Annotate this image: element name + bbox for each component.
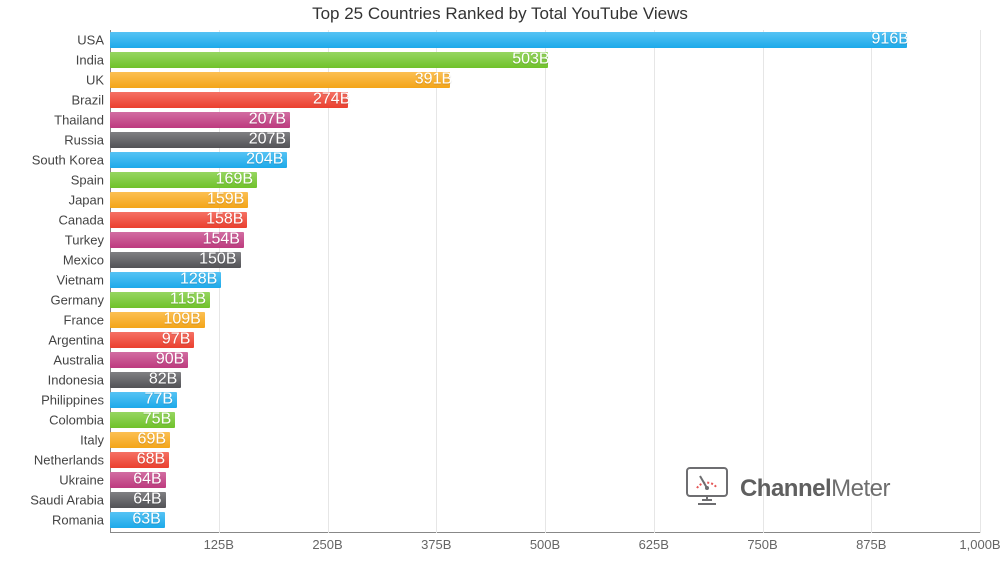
chart-container: Top 25 Countries Ranked by Total YouTube… <box>0 0 1000 563</box>
bar-value-label: 159B <box>207 191 244 209</box>
y-axis-label: Argentina <box>48 333 110 348</box>
bar-value-label: 150B <box>199 251 236 269</box>
bar-row: Spain169B <box>110 172 980 188</box>
x-tick-label: 125B <box>204 537 234 552</box>
bar-value-label: 90B <box>156 351 184 369</box>
bar-value-label: 63B <box>132 511 160 529</box>
bar-row: France109B <box>110 312 980 328</box>
bar-value-label: 64B <box>133 491 161 509</box>
bar-row: Ukraine64B <box>110 472 980 488</box>
chart-title: Top 25 Countries Ranked by Total YouTube… <box>0 4 1000 24</box>
bar-row: Turkey154B <box>110 232 980 248</box>
gridline <box>980 30 981 533</box>
bar-value-label: 154B <box>203 231 240 249</box>
bar-row: Brazil274B <box>110 92 980 108</box>
y-axis-label: Netherlands <box>34 453 110 468</box>
x-tick-label: 625B <box>639 537 669 552</box>
bar-row: Romania63B <box>110 512 980 528</box>
bar-value-label: 64B <box>133 471 161 489</box>
y-axis-label: Romania <box>52 513 110 528</box>
y-axis-label: Brazil <box>71 93 110 108</box>
bar-value-label: 77B <box>145 391 173 409</box>
plot-area: USA916B India503B UK391B Brazil274B Thailand… <box>110 30 980 533</box>
bar-value-label: 109B <box>163 311 200 329</box>
y-axis-label: Japan <box>69 193 110 208</box>
bar-value-label: 169B <box>216 171 253 189</box>
y-axis-label: Russia <box>64 133 110 148</box>
y-axis-label: Canada <box>58 213 110 228</box>
bar-row: USA916B <box>110 32 980 48</box>
bar-row: Vietnam128B <box>110 272 980 288</box>
y-axis-label: Saudi Arabia <box>30 493 110 508</box>
bar-row: Mexico150B <box>110 252 980 268</box>
bar-value-label: 207B <box>249 131 286 149</box>
bar-value-label: 115B <box>170 291 206 309</box>
y-axis-label: France <box>64 313 110 328</box>
bar-value-label: 69B <box>138 431 166 449</box>
x-axis: 125B250B375B500B625B750B875B1,000B <box>110 537 980 557</box>
bar-value-label: 97B <box>162 331 190 349</box>
bar <box>110 72 450 88</box>
bar-row: Netherlands68B <box>110 452 980 468</box>
x-tick-label: 375B <box>421 537 451 552</box>
bar <box>110 52 548 68</box>
y-axis-label: Thailand <box>54 113 110 128</box>
y-axis-label: Colombia <box>49 413 110 428</box>
bar-row: India503B <box>110 52 980 68</box>
bar-value-label: 503B <box>512 51 549 69</box>
bar-row: Thailand207B <box>110 112 980 128</box>
y-axis-label: Australia <box>53 353 110 368</box>
y-axis-label: Ukraine <box>59 473 110 488</box>
bar-value-label: 158B <box>206 211 243 229</box>
bar-value-label: 391B <box>415 71 452 89</box>
y-axis-label: Germany <box>51 293 110 308</box>
x-tick-label: 500B <box>530 537 560 552</box>
bar-value-label: 204B <box>246 151 283 169</box>
y-axis-label: Spain <box>71 173 110 188</box>
bar-row: Colombia75B <box>110 412 980 428</box>
y-axis-label: South Korea <box>32 153 110 168</box>
bar-value-label: 207B <box>249 111 286 129</box>
y-axis-label: Vietnam <box>57 273 110 288</box>
bar-row: UK391B <box>110 72 980 88</box>
bar-value-label: 916B <box>872 31 909 49</box>
y-axis-label: Philippines <box>41 393 110 408</box>
bar-row: Canada158B <box>110 212 980 228</box>
bar-value-label: 274B <box>313 91 350 109</box>
y-axis-label: USA <box>77 33 110 48</box>
bar-row: Saudi Arabia64B <box>110 492 980 508</box>
bar-row: Philippines77B <box>110 392 980 408</box>
bar-row: Germany115B <box>110 292 980 308</box>
bar-row: Italy69B <box>110 432 980 448</box>
y-axis-label: Turkey <box>65 233 110 248</box>
bar-value-label: 128B <box>180 271 217 289</box>
y-axis-label: Italy <box>80 433 110 448</box>
bar <box>110 32 907 48</box>
x-tick-label: 250B <box>312 537 342 552</box>
bar-row: Japan159B <box>110 192 980 208</box>
bar-row: Russia207B <box>110 132 980 148</box>
y-axis-label: Indonesia <box>48 373 110 388</box>
y-axis-label: India <box>76 53 110 68</box>
bar-row: Argentina97B <box>110 332 980 348</box>
y-axis-label: Mexico <box>63 253 110 268</box>
bar-row: South Korea204B <box>110 152 980 168</box>
x-tick-label: 875B <box>856 537 886 552</box>
y-axis-label: UK <box>86 73 110 88</box>
x-tick-label: 1,000B <box>959 537 1000 552</box>
x-tick-label: 750B <box>747 537 777 552</box>
bar-value-label: 68B <box>137 451 165 469</box>
bar-row: Australia90B <box>110 352 980 368</box>
bar-value-label: 82B <box>149 371 177 389</box>
bar-value-label: 75B <box>143 411 171 429</box>
bar-row: Indonesia82B <box>110 372 980 388</box>
